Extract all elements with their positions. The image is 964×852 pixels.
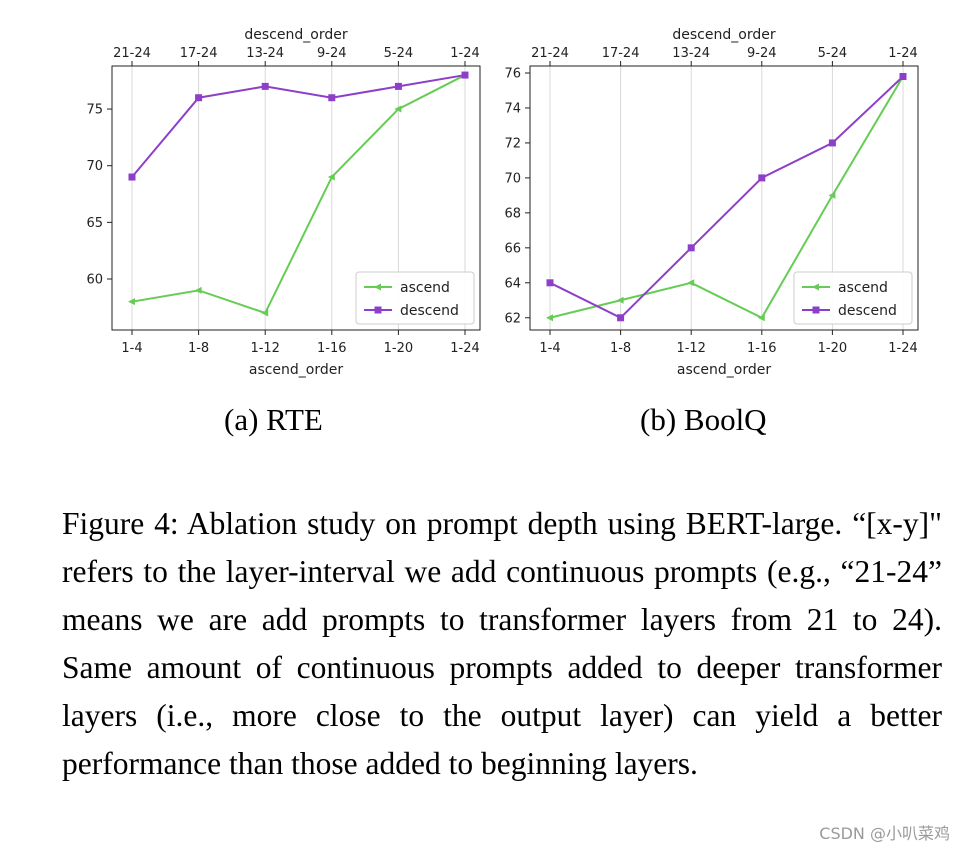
x-tick-label: 1-8 [188,341,209,356]
y-tick-label: 70 [504,171,521,186]
ascend-point [327,173,335,181]
figure-caption: Figure 4: Ablation study on prompt depth… [62,506,942,781]
y-tick-label: 76 [504,66,521,81]
y-tick-label: 62 [504,311,521,326]
x2-tick-label: 5-24 [384,46,414,61]
ascend-point [757,314,765,322]
x2-tick-label: 13-24 [246,46,284,61]
x-tick-label: 1-12 [250,341,280,356]
ascend-point [194,286,202,294]
x2-axis-label: descend_order [672,27,775,43]
x-tick-label: 1-16 [747,341,777,356]
ascend-point [616,296,624,304]
x-tick-label: 1-24 [450,341,480,356]
ascend-point [394,105,402,113]
descend-point [828,139,836,147]
x2-tick-label: 17-24 [180,46,218,61]
plot-frame [111,65,481,331]
x-tick-label: 1-20 [818,341,848,356]
y-tick-label: 60 [86,273,103,288]
descend-point [461,71,469,79]
x-axis-label: ascend_order [249,362,344,378]
descend-point [546,279,554,287]
x-axis-label: ascend_order [677,362,772,378]
rte-subcaption: (a) RTE [224,402,323,437]
x2-tick-label: 13-24 [672,46,710,61]
boolq-subcaption: (b) BoolQ [640,402,767,437]
x2-tick-label: 21-24 [531,46,569,61]
x2-tick-label: 17-24 [602,46,640,61]
descend-point [394,82,402,90]
descend-point [758,174,766,182]
y-tick-label: 75 [86,103,103,118]
legend-marker-ascend [812,283,819,291]
x-tick-label: 1-4 [539,341,560,356]
boolq-chart: 1-4 1-8 1-12 1-16 1-20 1-24 21-24 17-24 13-24 9-2… [504,27,919,378]
y-tick-label: 74 [504,101,521,116]
y-tick-label: 72 [504,136,521,151]
ascend-series-line [549,75,904,320]
x2-tick-label: 1-24 [450,46,480,61]
ascend-point [687,279,695,287]
x2-tick-label: 9-24 [317,46,347,61]
x-tick-label: 1-8 [610,341,631,356]
ascend-point [546,314,553,322]
legend-label-descend: descend [838,303,897,319]
x2-tick-label: 5-24 [818,46,848,61]
x-tick-label: 1-12 [676,341,706,356]
x-tick-label: 1-16 [317,341,347,356]
x-tick-label: 1-4 [121,341,142,356]
ascend-series-line [131,74,466,315]
x-tick-label: 1-20 [384,341,414,356]
watermark: CSDN @小叭菜鸡 [819,824,950,843]
legend-marker-descend [812,306,820,314]
ascend-point [828,191,836,199]
descend-point [687,244,695,252]
x2-tick-label: 1-24 [888,46,918,61]
y-tick-label: 70 [86,159,103,174]
descend-point [261,82,269,90]
x2-axis-label: descend_order [244,27,347,43]
y-tick-label: 64 [504,276,521,291]
descend-point [617,314,625,322]
ascend-point [261,309,269,317]
y-tick-label: 68 [504,206,521,221]
descend-point [195,94,203,102]
legend-marker-ascend [374,283,381,291]
descend-point [899,72,907,80]
descend-series-line [131,74,466,178]
descend-point [328,94,336,102]
x-tick-label: 1-24 [888,341,918,356]
plot-frame [529,65,919,331]
legend-label-ascend: ascend [838,280,888,296]
ascend-point [128,298,135,306]
y-tick-label: 66 [504,241,521,256]
legend-label-descend: descend [400,303,459,319]
descend-series-line [549,75,904,319]
rte-chart: 1-4 1-8 1-12 1-16 1-20 1-24 21-24 17-24 13-24 9-2… [86,27,481,378]
y-tick-label: 65 [86,216,103,231]
descend-point [128,173,136,181]
x2-tick-label: 21-24 [113,46,151,61]
legend-marker-descend [374,306,382,314]
x2-tick-label: 9-24 [747,46,777,61]
legend-label-ascend: ascend [400,280,450,296]
